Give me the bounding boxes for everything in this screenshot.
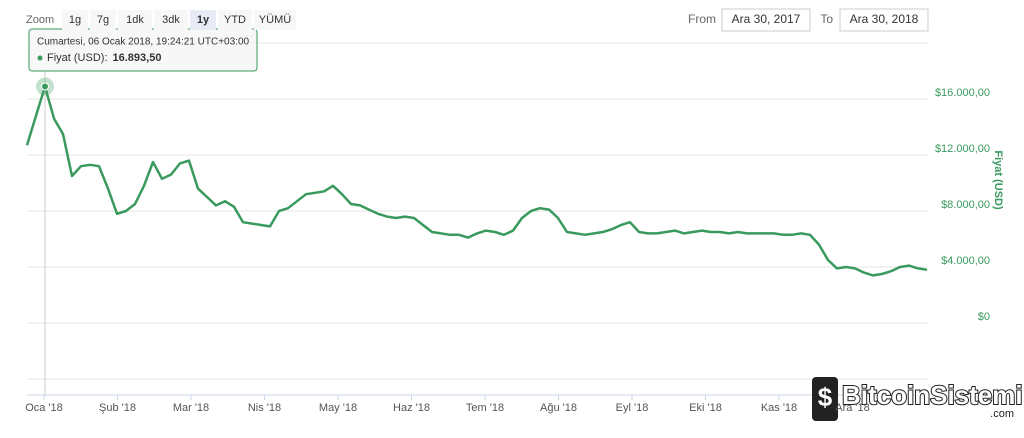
zoom-button[interactable]: 3dk (162, 14, 180, 26)
y-tick-label: $12.000,00 (935, 143, 990, 155)
watermark-suffix: .com (990, 408, 1014, 420)
x-tick-label: Nis '18 (248, 402, 281, 414)
zoom-label: Zoom (26, 14, 54, 26)
x-tick-label: Oca '18 (25, 402, 63, 414)
watermark-logo (812, 377, 838, 421)
to-value[interactable]: Ara 30, 2018 (850, 12, 919, 26)
x-tick-label: Mar '18 (173, 402, 209, 414)
tooltip-series: Fiyat (USD): (47, 52, 108, 64)
zoom-button[interactable]: 1g (69, 14, 81, 26)
y-tick-label: $4.000,00 (941, 255, 990, 267)
zoom-button[interactable]: YÜMÜ (259, 14, 291, 26)
zoom-button-bg (90, 10, 116, 30)
zoom-button-bg (62, 10, 88, 30)
x-tick-label: Haz '18 (393, 402, 430, 414)
x-tick-label: Ağu '18 (540, 402, 577, 414)
zoom-button-bg (254, 10, 296, 30)
tooltip-date: Cumartesi, 06 Ocak 2018, 19:24:21 UTC+03… (37, 37, 250, 48)
from-label: From (688, 12, 716, 26)
zoom-button-bg (190, 10, 216, 30)
zoom-button-bg (218, 10, 252, 30)
zoom-button-bg (118, 10, 152, 30)
to-input[interactable] (839, 8, 929, 32)
y-tick-label: $0 (978, 311, 990, 323)
hover-point (41, 82, 49, 91)
tooltip-value: 16.893,50 (113, 52, 162, 64)
price-line (25, 85, 928, 277)
y-tick-label: $8.000,00 (941, 199, 990, 211)
zoom-button[interactable]: 1y (197, 14, 210, 26)
from-value[interactable]: Ara 30, 2017 (732, 12, 801, 26)
x-tick-label: Eyl '18 (616, 402, 649, 414)
watermark-name: BitcoinSistemi (842, 380, 1023, 410)
y-tick-label: $16.000,00 (935, 87, 990, 99)
watermark-logo-glyph: $ (818, 382, 833, 412)
x-tick-label: Tem '18 (466, 402, 504, 414)
plot (25, 85, 928, 400)
zoom-button[interactable]: YTD (224, 14, 246, 26)
zoom-button[interactable]: 1dk (126, 14, 144, 26)
from-input[interactable] (721, 8, 811, 32)
to-label: To (820, 12, 833, 26)
x-tick-label: May '18 (319, 402, 357, 414)
x-tick-label: Eki '18 (689, 402, 722, 414)
x-tick-label: Şub '18 (99, 402, 136, 414)
tooltip-box (28, 28, 258, 72)
tooltip: Cumartesi, 06 Ocak 2018, 19:24:21 UTC+03… (28, 28, 258, 395)
x-tick-label: Ara '18 (835, 402, 870, 414)
zoom-button-bg (154, 10, 188, 30)
zoom-button[interactable]: 7g (97, 14, 109, 26)
y-axis-title: Fiyat (USD) (992, 150, 1004, 210)
x-tick-label: Kas '18 (761, 402, 797, 414)
tooltip-dot (37, 55, 43, 61)
